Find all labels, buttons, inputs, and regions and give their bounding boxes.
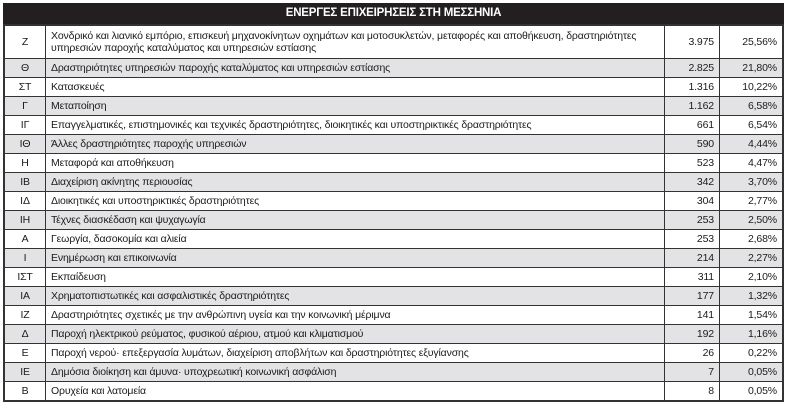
row-percentage: 3,70% xyxy=(719,172,784,192)
row-code: ΙΣΤ xyxy=(3,267,46,287)
row-code: ΙΖ xyxy=(3,305,46,325)
row-description: Παροχή ηλεκτρικού ρεύματος, φυσικού αέρι… xyxy=(45,324,665,344)
table-row: Α Γεωργία, δασοκομία και αλιεία 253 2,68% xyxy=(3,229,784,249)
row-description: Παροχή νερού· επεξεργασία λυμάτων, διαχε… xyxy=(45,343,665,363)
table-title: ΕΝΕΡΓΕΣ ΕΠΙΧΕΙΡΗΣΕΙΣ ΣΤΗ ΜΕΣΣΗΝΙΑ xyxy=(3,3,784,24)
row-description: Δραστηριότητες υπηρεσιών παροχής καταλύμ… xyxy=(45,58,665,78)
row-percentage: 4,47% xyxy=(719,153,784,173)
row-percentage: 25,56% xyxy=(719,24,784,59)
row-count: 214 xyxy=(664,248,720,268)
row-code: ΙΓ xyxy=(3,115,46,135)
row-count: 1.316 xyxy=(664,77,720,97)
row-description: Διοικητικές και υποστηρικτικές δραστηριό… xyxy=(45,191,665,211)
table-row: ΙΣΤ Εκπαίδευση 311 2,10% xyxy=(3,267,784,287)
row-percentage: 2,27% xyxy=(719,248,784,268)
row-description: Διαχείριση ακίνητης περιουσίας xyxy=(45,172,665,192)
table-row: ΙΘ Άλλες δραστηριότητες παροχής υπηρεσιών… xyxy=(3,134,784,154)
row-description: Μεταφορά και αποθήκευση xyxy=(45,153,665,173)
table-row: ΣΤ Κατασκευές 1.316 10,22% xyxy=(3,77,784,97)
table-row: Η Μεταφορά και αποθήκευση 523 4,47% xyxy=(3,153,784,173)
row-code: Ι xyxy=(3,248,46,268)
row-description: Δραστηριότητες σχετικές με την ανθρώπινη… xyxy=(45,305,665,325)
row-code: Δ xyxy=(3,324,46,344)
row-code: ΙΗ xyxy=(3,210,46,230)
table-row: ΙΕ Δημόσια διοίκηση και άμυνα· υποχρεωτικ… xyxy=(3,362,784,382)
row-description: Δημόσια διοίκηση και άμυνα· υποχρεωτική … xyxy=(45,362,665,382)
row-count: 1.162 xyxy=(664,96,720,116)
row-percentage: 1,54% xyxy=(719,305,784,325)
row-count: 7 xyxy=(664,362,720,382)
row-description: Γεωργία, δασοκομία και αλιεία xyxy=(45,229,665,249)
row-count: 2.825 xyxy=(664,58,720,78)
table-row: ΙΗ Τέχνες διασκέδαση και ψυχαγωγία 253 2,50… xyxy=(3,210,784,230)
row-description: Επαγγελματικές, επιστημονικές και τεχνικ… xyxy=(45,115,665,135)
row-description: Χρηματοπιστωτικές και ασφαλιστικές δραστ… xyxy=(45,286,665,306)
table-row: Δ Παροχή ηλεκτρικού ρεύματος, φυσικού αέρ… xyxy=(3,324,784,344)
table-row: Ε Παροχή νερού· επεξεργασία λυμάτων, διαχ… xyxy=(3,343,784,363)
row-code: Γ xyxy=(3,96,46,116)
table-row: Γ Μεταποίηση 1.162 6,58% xyxy=(3,96,784,116)
row-percentage: 21,80% xyxy=(719,58,784,78)
row-code: Η xyxy=(3,153,46,173)
row-count: 192 xyxy=(664,324,720,344)
table-row: Θ Δραστηριότητες υπηρεσιών παροχής καταλύ… xyxy=(3,58,784,78)
row-percentage: 2,68% xyxy=(719,229,784,249)
row-count: 311 xyxy=(664,267,720,287)
row-percentage: 2,10% xyxy=(719,267,784,287)
row-description: Μεταποίηση xyxy=(45,96,665,116)
row-description: Χονδρικό και λιανικό εμπόριο, επισκευή μ… xyxy=(45,24,665,59)
row-code: Ε xyxy=(3,343,46,363)
row-description: Κατασκευές xyxy=(45,77,665,97)
row-percentage: 0,22% xyxy=(719,343,784,363)
row-percentage: 6,58% xyxy=(719,96,784,116)
row-count: 523 xyxy=(664,153,720,173)
row-count: 3.975 xyxy=(664,24,720,59)
row-percentage: 1,32% xyxy=(719,286,784,306)
row-code: Ζ xyxy=(3,24,46,59)
row-code: ΙΕ xyxy=(3,362,46,382)
businesses-table: Ζ Χονδρικό και λιανικό εμπόριο, επισκευή … xyxy=(3,24,784,402)
row-percentage: 2,50% xyxy=(719,210,784,230)
row-code: Θ xyxy=(3,58,46,78)
row-count: 590 xyxy=(664,134,720,154)
row-percentage: 2,77% xyxy=(719,191,784,211)
row-percentage: 0,05% xyxy=(719,381,784,402)
table-row: Β Ορυχεία και λατομεία 8 0,05% xyxy=(3,381,784,402)
row-code: ΣΤ xyxy=(3,77,46,97)
row-count: 177 xyxy=(664,286,720,306)
row-percentage: 0,05% xyxy=(719,362,784,382)
row-count: 8 xyxy=(664,381,720,402)
table-row: Ζ Χονδρικό και λιανικό εμπόριο, επισκευή … xyxy=(3,24,784,59)
table-row: Ι Ενημέρωση και επικοινωνία 214 2,27% xyxy=(3,248,784,268)
table-row: ΙΓ Επαγγελματικές, επιστημονικές και τεχν… xyxy=(3,115,784,135)
row-description: Ενημέρωση και επικοινωνία xyxy=(45,248,665,268)
row-code: Β xyxy=(3,381,46,402)
row-description: Άλλες δραστηριότητες παροχής υπηρεσιών xyxy=(45,134,665,154)
row-code: ΙΒ xyxy=(3,172,46,192)
row-description: Ορυχεία και λατομεία xyxy=(45,381,665,402)
row-count: 253 xyxy=(664,210,720,230)
table-row: ΙΑ Χρηματοπιστωτικές και ασφαλιστικές δρα… xyxy=(3,286,784,306)
table-row: ΙΔ Διοικητικές και υποστηρικτικές δραστηρ… xyxy=(3,191,784,211)
table-row: ΙΖ Δραστηριότητες σχετικές με την ανθρώπι… xyxy=(3,305,784,325)
row-percentage: 6,54% xyxy=(719,115,784,135)
row-count: 26 xyxy=(664,343,720,363)
row-count: 304 xyxy=(664,191,720,211)
row-code: Α xyxy=(3,229,46,249)
row-count: 661 xyxy=(664,115,720,135)
row-percentage: 10,22% xyxy=(719,77,784,97)
row-count: 141 xyxy=(664,305,720,325)
row-percentage: 4,44% xyxy=(719,134,784,154)
row-count: 253 xyxy=(664,229,720,249)
row-description: Τέχνες διασκέδαση και ψυχαγωγία xyxy=(45,210,665,230)
row-code: ΙΔ xyxy=(3,191,46,211)
row-code: ΙΑ xyxy=(3,286,46,306)
row-code: ΙΘ xyxy=(3,134,46,154)
row-percentage: 1,16% xyxy=(719,324,784,344)
table-row: ΙΒ Διαχείριση ακίνητης περιουσίας 342 3,70% xyxy=(3,172,784,192)
row-description: Εκπαίδευση xyxy=(45,267,665,287)
row-count: 342 xyxy=(664,172,720,192)
businesses-table-container: ΕΝΕΡΓΕΣ ΕΠΙΧΕΙΡΗΣΕΙΣ ΣΤΗ ΜΕΣΣΗΝΙΑ Ζ Χονδρ… xyxy=(3,3,784,402)
